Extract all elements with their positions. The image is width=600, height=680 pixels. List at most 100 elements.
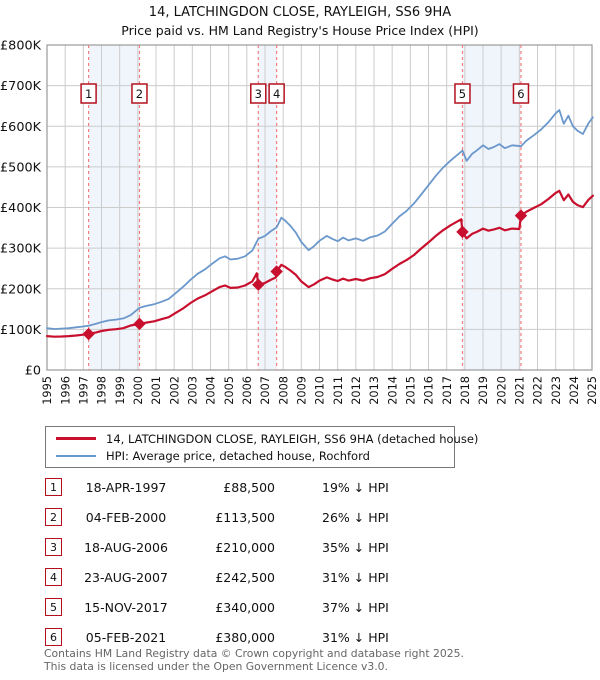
x-tick-label: 2012 bbox=[350, 376, 363, 405]
sale-hpi-difference: 26% ↓ HPI bbox=[322, 509, 389, 525]
sale-number-label: 2 bbox=[136, 87, 143, 101]
x-tick-label: 2016 bbox=[423, 376, 436, 405]
x-tick-label: 2009 bbox=[296, 376, 309, 405]
sale-number-box bbox=[80, 83, 97, 104]
sale-row: 1 18-APR-1997 £88,500 19% ↓ HPI bbox=[45, 472, 565, 502]
x-tick-label: 1998 bbox=[96, 376, 109, 405]
y-tick-label: £0 bbox=[25, 364, 41, 379]
sale-number-box bbox=[454, 83, 471, 104]
sale-number-box bbox=[250, 83, 267, 104]
sale-point-marker bbox=[133, 317, 146, 331]
footer-line-1: Contains HM Land Registry data © Crown c… bbox=[44, 647, 464, 660]
sale-price: £113,500 bbox=[215, 509, 275, 525]
x-tick-label: 2014 bbox=[386, 376, 399, 405]
sale-date: 23-AUG-2007 bbox=[84, 569, 168, 585]
x-tick-label: 2015 bbox=[405, 376, 418, 405]
sale-point-marker bbox=[82, 327, 95, 341]
sale-price: £242,500 bbox=[215, 569, 275, 585]
y-tick-label: £800K bbox=[0, 39, 42, 54]
y-tick-label: £700K bbox=[0, 79, 42, 94]
y-tick-label: £500K bbox=[0, 160, 42, 175]
sale-number-label: 3 bbox=[255, 87, 262, 101]
sale-date: 04-FEB-2000 bbox=[85, 509, 167, 525]
x-tick-label: 2004 bbox=[205, 376, 218, 405]
x-tick-label: 2007 bbox=[259, 376, 272, 405]
chart-legend: 14, LATCHINGDON CLOSE, RAYLEIGH, SS6 9HA… bbox=[45, 426, 478, 468]
footer-line-2: This data is licensed under the Open Gov… bbox=[44, 659, 388, 673]
sale-hpi-difference: 35% ↓ HPI bbox=[322, 539, 389, 555]
x-tick-label: 1999 bbox=[114, 376, 127, 405]
hpi-line-swatch bbox=[56, 454, 96, 457]
sale-number-box bbox=[512, 83, 530, 104]
sale-point-marker bbox=[252, 278, 265, 291]
x-tick-label: 2025 bbox=[586, 376, 599, 405]
price-paid-line bbox=[45, 189, 595, 338]
y-tick-label: £600K bbox=[0, 120, 42, 135]
sale-row: 4 23-AUG-2007 £242,500 31% ↓ HPI bbox=[45, 562, 565, 592]
x-tick-label: 2001 bbox=[150, 376, 163, 405]
sale-row: 3 18-AUG-2006 £210,000 35% ↓ HPI bbox=[45, 532, 565, 562]
y-tick-label: £200K bbox=[0, 282, 42, 297]
page-subtitle: Price paid vs. HM Land Registry's House … bbox=[121, 23, 479, 38]
hpi-line bbox=[46, 109, 594, 330]
sale-hpi-difference: 31% ↓ HPI bbox=[322, 629, 389, 645]
x-tick-label: 2022 bbox=[532, 376, 545, 405]
sale-price: £88,500 bbox=[223, 479, 275, 495]
sale-hpi-difference: 37% ↓ HPI bbox=[322, 599, 389, 615]
sale-number-badge: 3 bbox=[45, 538, 62, 556]
y-tick-label: £100K bbox=[0, 323, 42, 338]
sale-number-label: 6 bbox=[517, 87, 524, 101]
x-tick-label: 2006 bbox=[241, 376, 254, 405]
sale-number-box bbox=[268, 83, 285, 104]
sale-number-box bbox=[131, 83, 148, 104]
x-tick-label: 2021 bbox=[514, 376, 527, 405]
sale-number-badge: 6 bbox=[45, 628, 62, 646]
x-tick-label: 2008 bbox=[277, 376, 290, 405]
legend-label-hpi: HPI: Average price, detached house, Roch… bbox=[106, 448, 370, 463]
x-tick-label: 2010 bbox=[314, 376, 327, 405]
y-tick-label: £400K bbox=[0, 201, 42, 216]
sale-number-badge: 4 bbox=[45, 568, 62, 586]
sale-number-badge: 2 bbox=[45, 508, 62, 526]
footer-copyright: Contains HM Land Registry data © Crown c… bbox=[44, 647, 464, 674]
sale-date: 18-AUG-2006 bbox=[84, 539, 168, 555]
x-tick-label: 2005 bbox=[223, 376, 236, 405]
x-tick-label: 2019 bbox=[477, 376, 490, 405]
sale-hpi-difference: 19% ↓ HPI bbox=[322, 479, 389, 495]
x-tick-label: 1997 bbox=[78, 376, 91, 405]
x-tick-label: 2013 bbox=[368, 376, 381, 405]
legend-label-price-paid: 14, LATCHINGDON CLOSE, RAYLEIGH, SS6 9HA… bbox=[106, 431, 479, 446]
sale-hpi-difference: 31% ↓ HPI bbox=[322, 569, 389, 585]
x-tick-label: 2011 bbox=[332, 376, 345, 405]
sale-price: £210,000 bbox=[215, 539, 275, 555]
sale-row: 5 15-NOV-2017 £340,000 37% ↓ HPI bbox=[45, 592, 565, 622]
sales-table: 1 18-APR-1997 £88,500 19% ↓ HPI 2 04-FEB-2000… bbox=[45, 472, 565, 652]
page-title: 14, LATCHINGDON CLOSE, RAYLEIGH, SS6 9HA bbox=[148, 5, 452, 20]
sale-row: 2 04-FEB-2000 £113,500 26% ↓ HPI bbox=[45, 502, 565, 532]
sale-number-label: 5 bbox=[459, 87, 466, 101]
x-tick-label: 2023 bbox=[550, 376, 563, 405]
sale-number-label: 4 bbox=[273, 87, 280, 101]
x-tick-label: 2020 bbox=[495, 376, 508, 405]
x-tick-label: 1996 bbox=[59, 376, 72, 405]
sale-number-label: 1 bbox=[85, 87, 92, 101]
x-tick-label: 2017 bbox=[441, 376, 454, 405]
plot-frame bbox=[46, 44, 593, 371]
x-tick-label: 2000 bbox=[132, 376, 145, 405]
x-tick-label: 2024 bbox=[568, 376, 581, 405]
sale-point-marker bbox=[456, 225, 469, 239]
x-tick-label: 2018 bbox=[459, 376, 472, 405]
sale-date: 18-APR-1997 bbox=[85, 479, 167, 495]
sale-number-badge: 5 bbox=[45, 598, 62, 616]
legend-item-price-paid: 14, LATCHINGDON CLOSE, RAYLEIGH, SS6 9HA… bbox=[52, 430, 478, 447]
legend-item-hpi: HPI: Average price, detached house, Roch… bbox=[52, 447, 448, 464]
price-history-chart: 1 2 3 4 5 6 £0 £100K £200K £300K £400K £500K £600K £7… bbox=[0, 39, 599, 405]
x-tick-label: 1995 bbox=[41, 376, 54, 405]
sale-number-badge: 1 bbox=[45, 478, 62, 496]
y-tick-label: £300K bbox=[0, 242, 42, 257]
x-tick-label: 2003 bbox=[187, 376, 200, 405]
sale-date: 05-FEB-2021 bbox=[85, 629, 167, 645]
x-tick-label: 2002 bbox=[168, 376, 181, 405]
sale-row: 6 05-FEB-2021 £380,000 31% ↓ HPI bbox=[45, 622, 565, 652]
